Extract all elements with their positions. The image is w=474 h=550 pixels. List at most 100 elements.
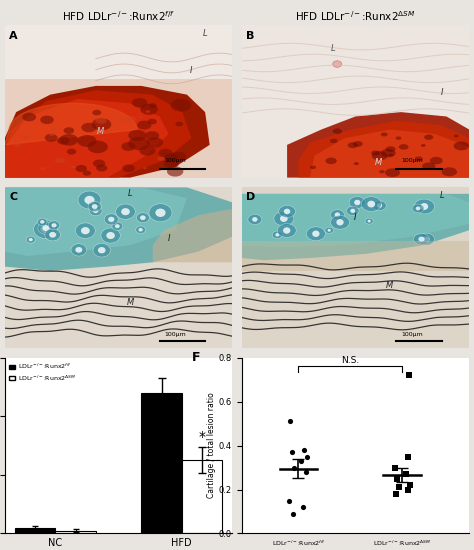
Ellipse shape — [430, 157, 443, 164]
Ellipse shape — [149, 204, 172, 222]
Ellipse shape — [83, 170, 91, 176]
Ellipse shape — [155, 208, 165, 217]
Ellipse shape — [422, 162, 436, 170]
Legend: LDLr$^{-/-}$:Runx2$^{f/f}$, LDLr$^{-/-}$:Runx2$^{\Delta SM}$: LDLr$^{-/-}$:Runx2$^{f/f}$, LDLr$^{-/-}$… — [8, 361, 77, 384]
Ellipse shape — [368, 220, 371, 223]
Point — [290, 509, 297, 518]
Bar — [15, 527, 55, 533]
Ellipse shape — [310, 166, 316, 169]
Ellipse shape — [354, 200, 360, 205]
Point — [404, 452, 412, 461]
Ellipse shape — [388, 153, 393, 157]
Ellipse shape — [164, 159, 179, 168]
Ellipse shape — [279, 205, 295, 218]
Text: N.S.: N.S. — [341, 356, 359, 365]
Ellipse shape — [419, 236, 425, 242]
Polygon shape — [5, 188, 187, 256]
Point — [405, 371, 413, 380]
Ellipse shape — [34, 220, 57, 238]
Ellipse shape — [157, 157, 164, 161]
Ellipse shape — [399, 144, 409, 150]
Ellipse shape — [346, 206, 359, 216]
Ellipse shape — [128, 130, 146, 141]
Ellipse shape — [40, 116, 54, 124]
Ellipse shape — [284, 208, 290, 214]
Ellipse shape — [139, 146, 155, 156]
Polygon shape — [299, 121, 469, 178]
Ellipse shape — [424, 135, 433, 140]
Ellipse shape — [49, 133, 55, 136]
Text: I: I — [441, 87, 443, 97]
Ellipse shape — [367, 201, 375, 207]
Polygon shape — [5, 188, 232, 271]
Ellipse shape — [112, 222, 123, 230]
Ellipse shape — [45, 134, 57, 142]
Ellipse shape — [272, 231, 283, 239]
Bar — [182, 460, 222, 534]
Point — [404, 485, 412, 494]
Ellipse shape — [29, 238, 33, 241]
Ellipse shape — [252, 217, 257, 222]
Polygon shape — [242, 194, 469, 248]
Ellipse shape — [132, 98, 147, 108]
Ellipse shape — [139, 116, 143, 118]
Ellipse shape — [149, 103, 156, 108]
Text: 100μm: 100μm — [164, 158, 186, 163]
Point — [302, 468, 310, 476]
Text: L: L — [128, 189, 132, 198]
Ellipse shape — [81, 227, 90, 234]
Text: I: I — [167, 234, 170, 243]
Ellipse shape — [325, 157, 337, 164]
Ellipse shape — [136, 226, 146, 234]
Ellipse shape — [118, 118, 126, 122]
Ellipse shape — [146, 110, 150, 113]
Ellipse shape — [108, 217, 114, 222]
Text: 100μm: 100μm — [164, 332, 186, 337]
Ellipse shape — [164, 153, 179, 162]
Ellipse shape — [42, 225, 49, 231]
Ellipse shape — [55, 157, 65, 163]
Ellipse shape — [45, 229, 61, 241]
Ellipse shape — [40, 225, 51, 234]
Ellipse shape — [420, 203, 428, 210]
Ellipse shape — [335, 212, 340, 217]
Point — [402, 470, 410, 478]
Point — [297, 456, 304, 465]
Ellipse shape — [330, 216, 349, 229]
Ellipse shape — [22, 113, 36, 122]
Ellipse shape — [77, 135, 97, 147]
Text: M: M — [386, 281, 393, 290]
Ellipse shape — [306, 227, 325, 241]
Ellipse shape — [93, 160, 105, 167]
Ellipse shape — [45, 223, 57, 233]
Polygon shape — [242, 194, 469, 260]
Ellipse shape — [421, 144, 426, 147]
Ellipse shape — [158, 149, 173, 158]
Ellipse shape — [277, 224, 296, 238]
Ellipse shape — [21, 134, 29, 139]
Ellipse shape — [381, 133, 388, 136]
Ellipse shape — [333, 61, 342, 67]
Ellipse shape — [137, 120, 151, 129]
Bar — [55, 531, 96, 534]
Text: C: C — [9, 192, 18, 202]
Ellipse shape — [104, 214, 118, 225]
Ellipse shape — [92, 204, 98, 209]
Text: L: L — [439, 191, 444, 200]
Ellipse shape — [26, 236, 35, 243]
Ellipse shape — [454, 135, 458, 138]
Ellipse shape — [143, 167, 147, 169]
Ellipse shape — [51, 223, 56, 228]
Polygon shape — [5, 99, 169, 178]
Ellipse shape — [372, 151, 388, 160]
Ellipse shape — [274, 211, 294, 226]
Ellipse shape — [140, 216, 146, 220]
Ellipse shape — [147, 138, 163, 147]
Point — [393, 474, 401, 483]
Ellipse shape — [171, 99, 191, 112]
Ellipse shape — [350, 209, 355, 213]
Point — [291, 463, 298, 472]
Ellipse shape — [72, 166, 76, 168]
Ellipse shape — [128, 116, 137, 122]
Ellipse shape — [51, 128, 55, 131]
